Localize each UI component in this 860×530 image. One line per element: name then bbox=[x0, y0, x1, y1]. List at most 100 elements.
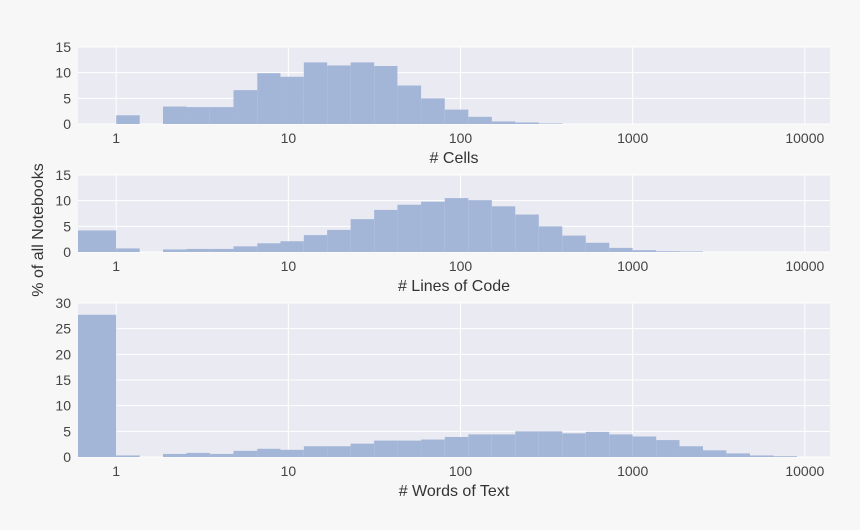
histogram-bar bbox=[186, 248, 210, 252]
y-tick-label: 20 bbox=[55, 346, 71, 362]
histogram-bar bbox=[468, 200, 492, 252]
y-tick-label: 10 bbox=[55, 193, 71, 209]
histogram-bar bbox=[78, 230, 117, 252]
chart-panel-1: 0 5 10 15 1 10 100 1000 10000 # Cells bbox=[55, 39, 830, 167]
histogram-bar bbox=[726, 453, 750, 457]
histogram-bar bbox=[116, 115, 140, 124]
histogram-bar bbox=[397, 204, 422, 252]
histogram-bar bbox=[538, 123, 563, 124]
y-tick-label: 15 bbox=[55, 167, 71, 183]
histogram-bar bbox=[209, 453, 234, 457]
y-tick-label: 5 bbox=[63, 90, 71, 106]
histogram-bar bbox=[280, 449, 304, 457]
histogram-bar bbox=[78, 314, 117, 457]
histogram-bar bbox=[257, 243, 281, 252]
histogram-bar bbox=[679, 446, 703, 457]
histogram-bar bbox=[773, 456, 797, 457]
histogram-bar bbox=[632, 436, 657, 457]
chart-panel-2: 0 5 10 15 1 10 100 1000 10000 # Lines of Code bbox=[55, 167, 830, 295]
x-tick-label: 1 bbox=[112, 258, 120, 274]
histogram-bar bbox=[609, 247, 633, 252]
histogram-bar bbox=[374, 209, 398, 252]
y-tick-label: 15 bbox=[55, 39, 71, 55]
histogram-bar bbox=[162, 249, 187, 252]
x-tick-label: 10000 bbox=[785, 258, 824, 274]
histogram-bar bbox=[562, 433, 586, 457]
histogram-bar bbox=[280, 241, 304, 252]
histogram-bar bbox=[491, 434, 516, 457]
histogram-bar bbox=[632, 250, 657, 252]
x-tick-label: 100 bbox=[449, 463, 473, 479]
y-tick-label: 30 bbox=[55, 295, 71, 311]
shared-y-axis-label: % of all Notebooks bbox=[30, 163, 47, 296]
histogram-bar bbox=[116, 248, 140, 252]
histogram-bar bbox=[444, 436, 469, 457]
histogram-bar bbox=[679, 251, 703, 252]
histogram-bar bbox=[491, 121, 516, 124]
x-tick-label: 1000 bbox=[617, 130, 648, 146]
y-tick-label: 0 bbox=[63, 449, 71, 465]
x-axis-label: # Lines of Code bbox=[398, 278, 510, 295]
histogram-bar bbox=[468, 434, 492, 457]
histogram-bar bbox=[233, 246, 258, 252]
histogram-bar bbox=[702, 450, 727, 457]
histogram-bar bbox=[562, 235, 586, 252]
y-tick-label: 5 bbox=[63, 218, 71, 234]
histogram-bar bbox=[186, 107, 210, 124]
histogram-bar bbox=[162, 453, 187, 457]
histogram-bar bbox=[374, 440, 398, 457]
histogram-bar bbox=[585, 242, 610, 252]
histogram-bar bbox=[327, 65, 351, 124]
histogram-bar bbox=[515, 122, 539, 124]
x-axis-label: # Cells bbox=[430, 150, 479, 167]
x-tick-label: 10 bbox=[281, 130, 297, 146]
histogram-bar bbox=[350, 443, 375, 457]
histogram-bar bbox=[468, 116, 492, 124]
histogram-bar bbox=[491, 206, 516, 252]
histogram-bar bbox=[397, 440, 422, 457]
histogram-bar bbox=[257, 448, 281, 457]
histogram-bar bbox=[421, 439, 445, 457]
histogram-bar bbox=[656, 440, 680, 457]
histogram-bar bbox=[327, 229, 351, 252]
histogram-bar bbox=[280, 76, 304, 124]
x-tick-label: 100 bbox=[449, 130, 473, 146]
x-tick-label: 1000 bbox=[617, 258, 648, 274]
x-tick-label: 10 bbox=[281, 463, 297, 479]
histogram-bar bbox=[209, 107, 234, 124]
x-tick-label: 100 bbox=[449, 258, 473, 274]
histogram-bar bbox=[186, 452, 210, 457]
x-axis-label: # Words of Text bbox=[399, 483, 510, 500]
x-tick-label: 1000 bbox=[617, 463, 648, 479]
histogram-bar bbox=[538, 226, 563, 252]
x-tick-label: 10 bbox=[281, 258, 297, 274]
histogram-bar bbox=[233, 450, 258, 457]
y-tick-label: 10 bbox=[55, 398, 71, 414]
histogram-bar bbox=[350, 219, 375, 252]
x-tick-label: 1 bbox=[112, 130, 120, 146]
histogram-bar bbox=[303, 446, 328, 457]
histogram-bar bbox=[421, 98, 445, 124]
histogram-bar bbox=[585, 431, 610, 457]
histogram-bar bbox=[116, 455, 140, 457]
y-tick-label: 0 bbox=[63, 244, 71, 260]
histogram-bar bbox=[421, 201, 445, 252]
x-tick-label: 10000 bbox=[785, 463, 824, 479]
y-tick-label: 10 bbox=[55, 65, 71, 81]
x-tick-label: 1 bbox=[112, 463, 120, 479]
histogram-bar bbox=[303, 62, 328, 124]
histogram-bar bbox=[303, 235, 328, 252]
histogram-bar bbox=[233, 90, 258, 124]
y-tick-label: 15 bbox=[55, 372, 71, 388]
histogram-bar bbox=[444, 198, 469, 252]
histogram-bar bbox=[538, 431, 563, 457]
histogram-bar bbox=[515, 214, 539, 252]
y-tick-label: 0 bbox=[63, 116, 71, 132]
histogram-bar bbox=[209, 248, 234, 252]
y-tick-label: 5 bbox=[63, 423, 71, 439]
histogram-bar bbox=[397, 85, 422, 124]
histogram-bar bbox=[609, 434, 633, 457]
x-tick-label: 10000 bbox=[785, 130, 824, 146]
histogram-bar bbox=[749, 455, 774, 457]
